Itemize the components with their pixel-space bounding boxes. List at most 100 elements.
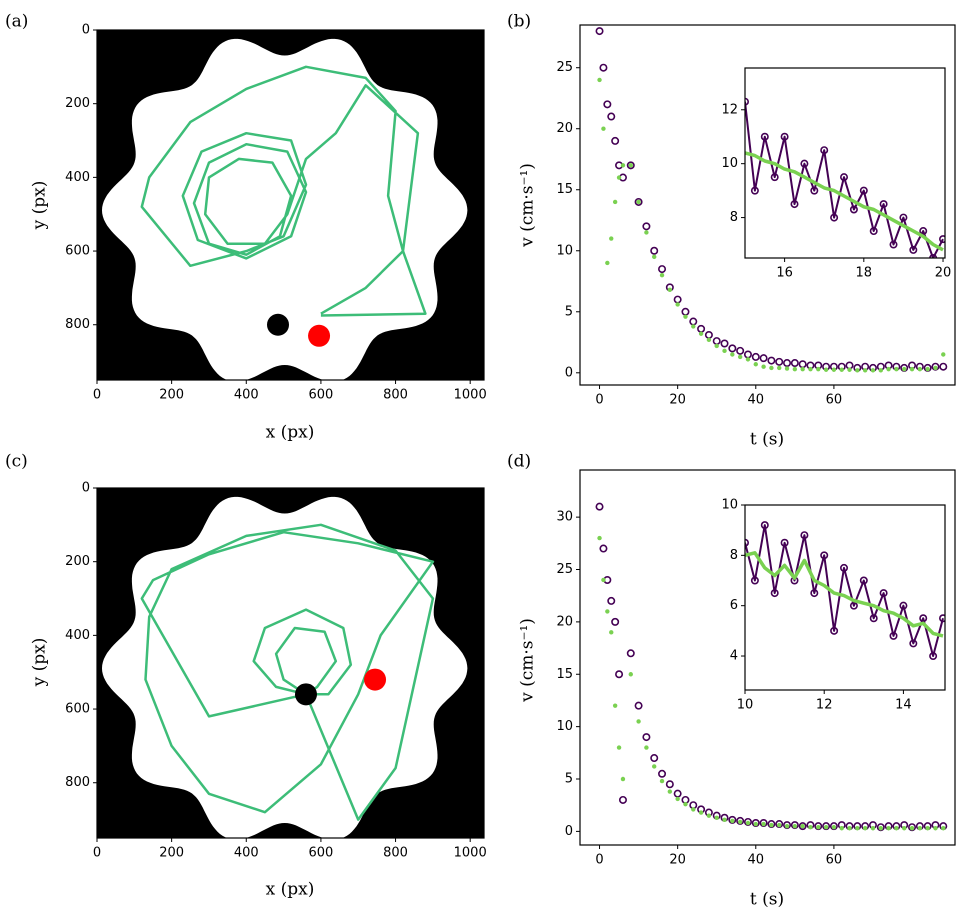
- y-tick-label: 10: [556, 719, 573, 734]
- x-tick-label: 400: [234, 388, 259, 403]
- x-tick-label: 1000: [454, 388, 487, 403]
- data-point: [753, 821, 758, 827]
- data-point: [599, 63, 608, 72]
- data-point: [650, 754, 659, 763]
- data-point: [712, 337, 721, 346]
- data-point: [808, 366, 813, 372]
- plot-area: [745, 521, 945, 661]
- data-point: [792, 823, 798, 829]
- data-point: [798, 360, 807, 369]
- x-tick-label: 0: [595, 853, 603, 868]
- data-point: [728, 344, 737, 353]
- data-point: [750, 576, 759, 585]
- y-tick-label: 800: [65, 775, 90, 790]
- data-point: [790, 359, 799, 368]
- axes-frame: [579, 24, 956, 386]
- data-point: [642, 733, 651, 742]
- data-point: [751, 352, 760, 361]
- x-tick-label: 600: [309, 388, 334, 403]
- data-point: [620, 163, 626, 168]
- data-point: [626, 649, 635, 658]
- data-point: [840, 173, 849, 182]
- data-point: [644, 745, 649, 750]
- data-point: [790, 200, 799, 209]
- data-point: [714, 815, 719, 820]
- data-point: [831, 367, 837, 372]
- data-point: [658, 265, 667, 274]
- data-point: [652, 764, 657, 769]
- y-tick-label: 200: [65, 96, 90, 111]
- marker-point: [308, 324, 331, 347]
- data-point: [673, 295, 682, 304]
- data-point: [615, 670, 624, 679]
- data-point: [816, 366, 821, 372]
- data-point: [859, 576, 868, 585]
- data-point: [659, 272, 665, 278]
- data-point: [889, 631, 898, 640]
- data-point: [636, 719, 641, 724]
- data-point: [644, 230, 649, 235]
- data-point: [899, 601, 908, 610]
- data-point: [675, 796, 680, 802]
- data-point: [929, 254, 938, 258]
- data-point: [886, 826, 891, 831]
- data-point: [691, 324, 696, 329]
- data-point: [810, 186, 819, 195]
- image-area: [97, 488, 484, 838]
- y-tick-label: 6: [730, 598, 738, 613]
- data-point: [862, 826, 868, 831]
- x-tick-label: 200: [159, 388, 184, 403]
- data-point: [698, 810, 704, 815]
- data-point: [775, 357, 784, 366]
- data-point: [878, 368, 883, 373]
- data-point: [939, 614, 945, 623]
- data-point: [859, 186, 868, 195]
- x-tick-label: 60: [826, 853, 843, 868]
- data-point: [736, 346, 745, 355]
- data-point: [820, 146, 829, 155]
- x-axis-label: t (s): [750, 430, 784, 450]
- data-point: [909, 826, 915, 831]
- data-point: [730, 818, 735, 824]
- data-point: [933, 365, 938, 371]
- axes-frame: [96, 487, 485, 839]
- x-tick-label: 60: [826, 393, 843, 408]
- y-axis-label: y (px): [30, 181, 50, 231]
- data-point: [831, 824, 837, 830]
- data-point: [753, 362, 758, 367]
- data-point: [760, 132, 769, 141]
- data-point: [800, 159, 809, 168]
- y-axis-label: y (px): [30, 638, 50, 688]
- data-point: [628, 163, 633, 168]
- data-point: [849, 205, 858, 214]
- x-tick-label: 600: [309, 846, 334, 861]
- series-line: [745, 151, 944, 252]
- y-tick-label: 10: [721, 156, 738, 171]
- data-point: [659, 778, 665, 784]
- data-point: [847, 826, 852, 831]
- data-point: [706, 337, 712, 343]
- y-tick-label: 400: [65, 170, 90, 185]
- data-point: [745, 538, 749, 547]
- data-point: [925, 366, 930, 372]
- data-point: [595, 27, 604, 36]
- data-point: [704, 330, 713, 339]
- data-point: [667, 287, 673, 293]
- plot-area: [745, 97, 945, 258]
- data-point: [737, 354, 743, 360]
- data-point: [706, 813, 712, 818]
- data-point: [830, 213, 839, 222]
- data-point: [652, 254, 657, 260]
- x-tick-label: 200: [159, 846, 184, 861]
- data-point: [601, 577, 606, 583]
- data-point: [665, 780, 674, 789]
- x-tick-label: 20: [669, 853, 686, 868]
- y-tick-label: 15: [556, 667, 573, 682]
- x-tick-label: 0: [93, 388, 101, 403]
- x-tick-label: 14: [895, 698, 912, 713]
- data-point: [792, 366, 798, 372]
- arena: [102, 38, 468, 380]
- y-tick-label: 8: [730, 210, 738, 225]
- panel-label: (b): [507, 12, 531, 32]
